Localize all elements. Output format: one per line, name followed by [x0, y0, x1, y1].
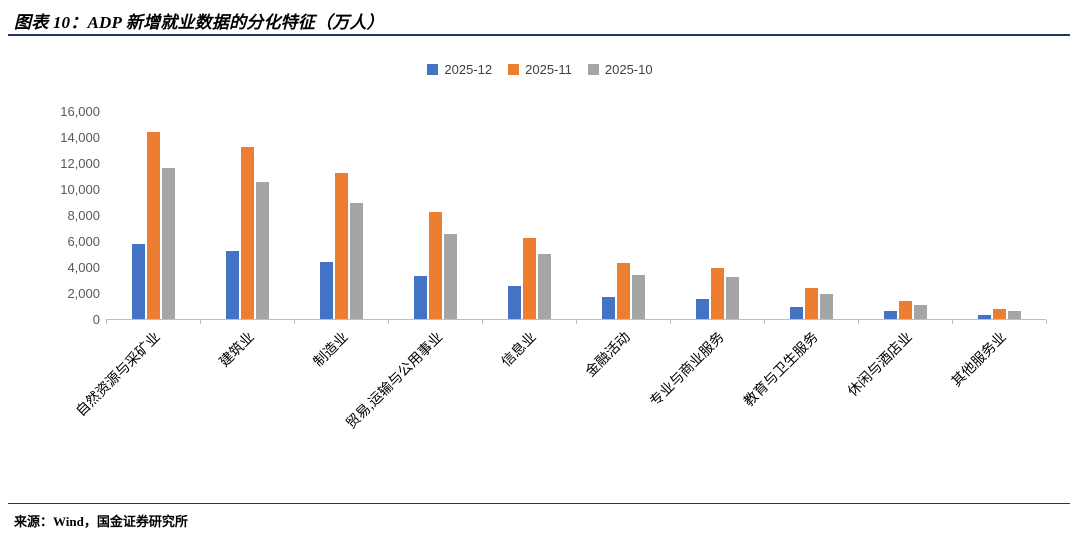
x-axis-tick — [858, 320, 859, 324]
bar-2025-10 — [537, 254, 551, 319]
legend-swatch-icon — [508, 64, 520, 75]
legend-swatch-icon — [587, 64, 599, 75]
bar-group — [294, 112, 388, 319]
y-axis-tick-label: 0 — [92, 312, 100, 327]
bar-2025-10 — [349, 203, 363, 319]
bar-group — [858, 112, 952, 319]
bar-2025-10 — [443, 234, 457, 319]
x-axis-tick — [106, 320, 107, 324]
bar-group — [670, 112, 764, 319]
bar-2025-12 — [601, 297, 615, 319]
y-axis: 0 2,000 4,000 6,000 8,000 10,000 12,000 14,000 1… — [20, 104, 100, 327]
bar-group — [482, 112, 576, 319]
legend-swatch-icon — [427, 64, 439, 75]
x-axis-tick — [764, 320, 765, 324]
bar-group — [952, 112, 1046, 319]
x-axis-category-label: 信息业 — [499, 330, 540, 371]
x-axis-category-label: 休闲与酒店业 — [845, 330, 916, 401]
x-axis-tick — [482, 320, 483, 324]
x-axis-tick — [576, 320, 577, 324]
bar-2025-11 — [428, 212, 442, 319]
bar-2025-10 — [819, 294, 833, 319]
legend-item: 2025-10 — [587, 62, 653, 77]
bar-2025-11 — [240, 147, 254, 319]
legend-label: 2025-11 — [525, 62, 572, 77]
bar-2025-12 — [883, 311, 897, 319]
bar-2025-11 — [898, 301, 912, 319]
bar-2025-10 — [631, 275, 645, 319]
bar-2025-10 — [161, 168, 175, 319]
bar-chart: 0 2,000 4,000 6,000 8,000 10,000 12,000 14,000 1… — [20, 100, 1060, 492]
x-axis-category-label: 教育与卫生服务 — [741, 330, 822, 410]
legend-label: 2025-10 — [604, 62, 653, 77]
bar-2025-10 — [913, 305, 927, 319]
bar-2025-10 — [255, 182, 269, 319]
y-axis-tick-label: 6,000 — [67, 234, 100, 249]
x-axis-category-label: 建筑业 — [217, 330, 258, 371]
chart-title: 图表 10：ADP 新增就业数据的分化特征（万人） — [14, 13, 384, 32]
bar-2025-11 — [992, 309, 1006, 319]
x-axis-tick — [200, 320, 201, 324]
chart-legend: 2025-12 2025-11 2025-10 — [0, 62, 1080, 77]
x-axis-category-label: 专业与商业服务 — [647, 330, 728, 410]
bar-2025-11 — [146, 132, 160, 319]
bar-2025-12 — [413, 276, 427, 319]
y-axis-tick-label: 12,000 — [60, 156, 100, 171]
bar-2025-10 — [1007, 311, 1021, 319]
x-axis-category-label: 自然资源与采矿业 — [73, 330, 164, 420]
legend-label: 2025-12 — [444, 62, 493, 77]
bar-group — [200, 112, 294, 319]
bar-2025-10 — [725, 277, 739, 319]
bar-2025-11 — [616, 263, 630, 319]
title-divider — [8, 34, 1070, 36]
x-axis-tick — [952, 320, 953, 324]
legend-item: 2025-11 — [508, 62, 572, 77]
bar-2025-12 — [977, 315, 991, 319]
x-axis-category-label: 制造业 — [311, 330, 352, 371]
y-axis-tick-label: 8,000 — [67, 208, 100, 223]
bar-2025-11 — [522, 238, 536, 319]
bar-group — [106, 112, 200, 319]
bar-2025-11 — [334, 173, 348, 319]
y-axis-tick-label: 2,000 — [67, 286, 100, 301]
x-axis-tick — [388, 320, 389, 324]
bar-2025-11 — [710, 268, 724, 319]
footer-divider — [8, 503, 1070, 504]
x-axis-category-label: 其他服务业 — [949, 330, 1010, 391]
legend-item: 2025-12 — [427, 62, 492, 77]
bar-group — [764, 112, 858, 319]
bar-2025-11 — [804, 288, 818, 319]
bar-2025-12 — [319, 262, 333, 319]
y-axis-tick-label: 14,000 — [60, 130, 100, 145]
x-axis-labels: 自然资源与采矿业 建筑业 制造业 贸易,运输与公用事业 信息业 金融活动 专业与商业服务 教育… — [74, 326, 1046, 486]
plot-area — [106, 112, 1047, 324]
x-axis-category-label: 金融活动 — [583, 330, 634, 381]
bar-group — [388, 112, 482, 319]
bar-2025-12 — [789, 307, 803, 319]
x-axis-tick — [1046, 320, 1047, 324]
y-axis-tick-label: 4,000 — [67, 260, 100, 275]
x-axis-tick — [294, 320, 295, 324]
y-axis-tick-label: 10,000 — [60, 182, 100, 197]
x-axis-tick — [670, 320, 671, 324]
bar-group — [576, 112, 670, 319]
x-axis-category-label: 贸易,运输与公用事业 — [343, 330, 446, 433]
bar-2025-12 — [131, 244, 145, 319]
bar-2025-12 — [695, 299, 709, 319]
y-axis-tick-label: 16,000 — [60, 104, 100, 119]
bar-2025-12 — [507, 286, 521, 319]
bar-2025-12 — [225, 251, 239, 319]
source-note: 来源：Wind，国金证券研究所 — [14, 514, 188, 529]
